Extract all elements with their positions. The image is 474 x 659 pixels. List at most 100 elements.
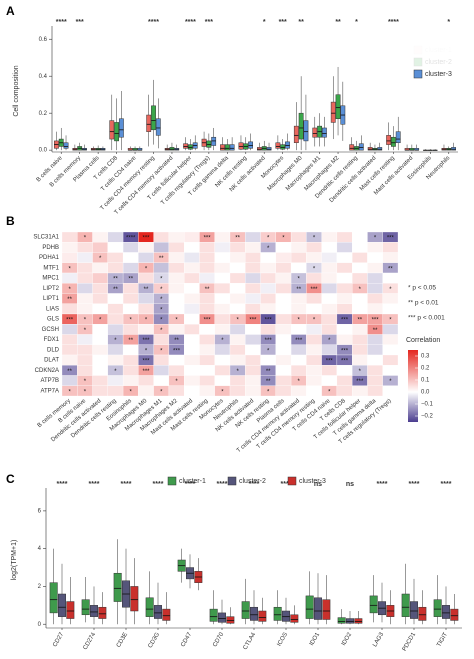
significance-label: **** bbox=[377, 481, 388, 488]
cell-significance: ** bbox=[235, 236, 240, 242]
y-axis-title: log2(TPM+1) bbox=[11, 540, 18, 581]
heat-cell bbox=[260, 354, 276, 366]
box bbox=[63, 142, 69, 149]
legend-label: cluster-3 bbox=[425, 71, 452, 78]
box bbox=[90, 605, 98, 617]
row-label: SLC31A1 bbox=[33, 235, 59, 241]
row-label: CDKN2A bbox=[35, 368, 59, 374]
cell-significance: * bbox=[68, 287, 71, 293]
significance-label: **** bbox=[56, 19, 67, 26]
box bbox=[312, 127, 318, 138]
cell-significance: ** bbox=[113, 287, 118, 293]
heat-cell bbox=[321, 344, 338, 356]
heat-cell bbox=[92, 303, 108, 315]
x-tick-label: CTLA4 bbox=[243, 631, 258, 651]
box bbox=[154, 605, 162, 619]
y-tick-label: 0.0 bbox=[39, 148, 48, 154]
heat-cell bbox=[77, 303, 93, 315]
heat-cell bbox=[199, 375, 215, 386]
x-tick-label: IDO2 bbox=[341, 631, 354, 647]
legend-label: cluster-2 bbox=[239, 478, 266, 485]
heat-cell bbox=[107, 293, 124, 304]
cell-significance: * bbox=[130, 318, 133, 324]
cell-significance: ** bbox=[388, 266, 393, 272]
box bbox=[395, 131, 401, 144]
heat-cell bbox=[275, 354, 292, 366]
x-tick-label: CD3E bbox=[116, 632, 129, 649]
panel-letter: C bbox=[6, 472, 15, 486]
cell-significance: * bbox=[145, 348, 148, 354]
heat-cell bbox=[306, 324, 322, 335]
significance-label: *** bbox=[76, 19, 84, 26]
heat-cell bbox=[352, 252, 368, 263]
heat-cell bbox=[122, 252, 139, 263]
heat-cell bbox=[122, 242, 139, 253]
box bbox=[377, 147, 383, 151]
heat-cell bbox=[138, 324, 154, 335]
heat-cell bbox=[122, 283, 139, 294]
heat-cell bbox=[321, 242, 338, 253]
heat-cell bbox=[336, 252, 353, 263]
heat-cell bbox=[184, 293, 200, 304]
heat-cell bbox=[275, 303, 292, 315]
heat-cell bbox=[168, 272, 185, 284]
cell-significance: * bbox=[84, 328, 87, 334]
cell-significance: * bbox=[298, 318, 301, 324]
box bbox=[410, 601, 418, 619]
heat-cell bbox=[77, 365, 93, 376]
row-label: ATP7B bbox=[40, 378, 59, 384]
cell-significance: *** bbox=[142, 359, 150, 365]
box bbox=[305, 595, 314, 619]
heat-cell bbox=[107, 231, 124, 243]
cell-significance: * bbox=[267, 348, 270, 354]
cell-significance: * bbox=[68, 389, 71, 395]
heat-cell bbox=[92, 385, 108, 397]
cell-significance: *** bbox=[341, 359, 349, 365]
heat-cell bbox=[306, 385, 322, 397]
heat-cell bbox=[107, 242, 124, 253]
heat-cell bbox=[168, 242, 185, 253]
cell-significance: *** bbox=[356, 379, 364, 385]
heat-cell bbox=[229, 385, 246, 397]
heat-cell bbox=[382, 344, 399, 356]
heat-cell bbox=[382, 334, 399, 345]
heat-cell bbox=[229, 283, 246, 294]
box bbox=[98, 606, 107, 619]
heat-cell bbox=[275, 262, 292, 274]
box bbox=[273, 606, 282, 621]
heat-cell bbox=[352, 334, 368, 345]
heat-cell bbox=[229, 272, 246, 284]
box bbox=[206, 140, 212, 148]
row-label: MPC1 bbox=[42, 276, 59, 282]
cell-significance: * bbox=[114, 369, 117, 375]
box bbox=[130, 586, 139, 612]
cell-significance: * bbox=[160, 348, 163, 354]
box bbox=[229, 144, 235, 151]
box bbox=[282, 610, 290, 622]
row-label: FDX1 bbox=[44, 337, 60, 343]
cell-significance: * bbox=[160, 307, 163, 313]
colorbar-tick-label: −0.1 bbox=[421, 402, 434, 408]
significance-label: * bbox=[447, 19, 450, 26]
box bbox=[81, 599, 90, 616]
box bbox=[293, 125, 299, 144]
heat-cell bbox=[138, 272, 154, 284]
box bbox=[257, 147, 262, 151]
heat-cell bbox=[336, 385, 353, 397]
heat-cell bbox=[107, 324, 124, 335]
cell-significance: * bbox=[68, 266, 71, 272]
y-tick-label: 4 bbox=[38, 546, 42, 552]
cell-significance: *** bbox=[387, 236, 395, 242]
cell-significance: * bbox=[328, 389, 331, 395]
significance-label: ns bbox=[314, 481, 322, 488]
heat-cell bbox=[352, 344, 368, 356]
cell-significance: * bbox=[313, 236, 316, 242]
y-tick-label: 6 bbox=[38, 508, 42, 514]
heat-cell bbox=[367, 303, 383, 315]
heat-cell bbox=[367, 385, 383, 397]
box bbox=[322, 599, 331, 620]
cell-significance: *** bbox=[295, 338, 303, 344]
cell-significance: *** bbox=[249, 318, 257, 324]
